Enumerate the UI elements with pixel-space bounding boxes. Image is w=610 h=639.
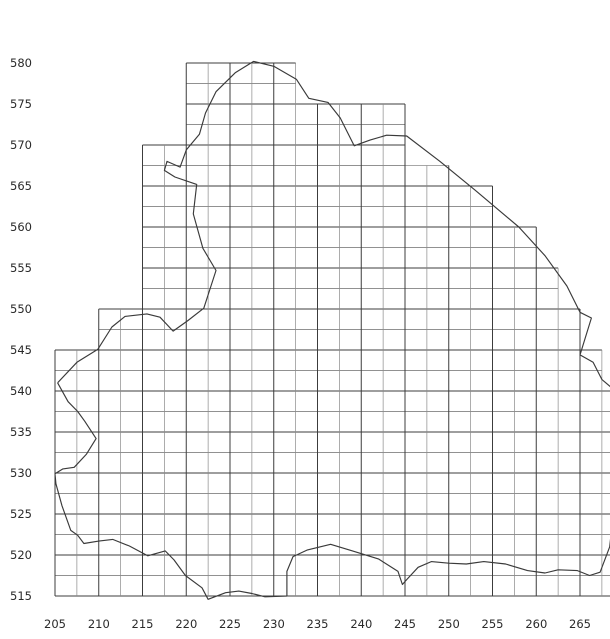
y-tick-label: 540 [10,384,32,398]
x-tick-label: 230 [263,617,285,631]
y-tick-label: 520 [10,548,32,562]
x-tick-label: 265 [569,617,591,631]
x-tick-label: 225 [219,617,241,631]
region-boundary [54,60,610,600]
y-tick-label: 555 [10,261,32,275]
y-tick-label: 575 [10,97,32,111]
x-tick-label: 260 [525,617,547,631]
y-tick-label: 560 [10,220,32,234]
x-tick-label: 245 [394,617,416,631]
y-tick-label: 545 [10,343,32,357]
y-tick-label: 570 [10,138,32,152]
x-tick-label: 220 [175,617,197,631]
x-tick-label: 250 [438,617,460,631]
y-tick-label: 550 [10,302,32,316]
x-tick-label: 240 [350,617,372,631]
y-axis-labels: 580 575 570 565 560 555 550 545 540 535 530 525 520 5… [10,56,32,603]
y-tick-label: 580 [10,56,32,70]
y-tick-label: 565 [10,179,32,193]
y-tick-label: 515 [10,589,32,603]
x-tick-label: 205 [44,617,66,631]
x-tick-label: 210 [88,617,110,631]
y-tick-label: 535 [10,425,32,439]
x-tick-label: 235 [307,617,329,631]
y-tick-label: 525 [10,507,32,521]
grid-layer [54,62,610,597]
x-tick-label: 255 [482,617,504,631]
x-axis-labels: 2052102152202252302352402452502552602652… [44,617,591,631]
y-tick-label: 530 [10,466,32,480]
x-tick-label: 215 [132,617,154,631]
